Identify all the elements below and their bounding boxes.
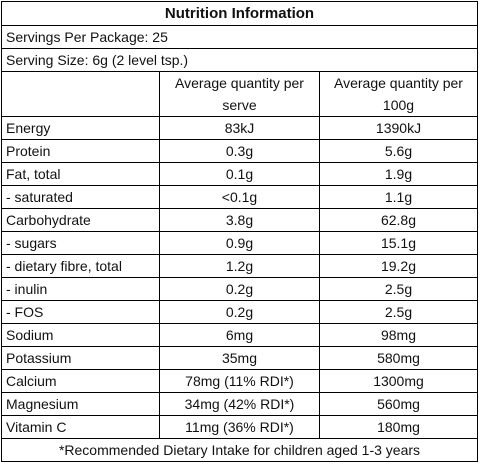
- nutrient-name: - sugars: [1, 231, 160, 255]
- nutrient-name: Sodium: [1, 323, 160, 347]
- table-row: Energy 83kJ 1390kJ: [1, 116, 478, 140]
- nutrient-name: - inulin: [1, 277, 160, 301]
- per-serve-value: 0.2g: [159, 300, 320, 324]
- nutrient-name: Fat, total: [1, 162, 160, 186]
- table-row: - sugars 0.9g 15.1g: [1, 231, 478, 255]
- table-row: Sodium 6mg 98mg: [1, 323, 478, 347]
- table-row: Carbohydrate 3.8g 62.8g: [1, 208, 478, 232]
- per-100g-value: 2.5g: [319, 300, 478, 324]
- column-header-nutrient: [1, 71, 160, 117]
- serving-size: Serving Size: 6g (2 level tsp.): [1, 48, 478, 72]
- nutrient-name: Potassium: [1, 346, 160, 370]
- per-100g-value: 180mg: [319, 415, 478, 439]
- per-serve-value: 34mg (42% RDI*): [159, 392, 320, 416]
- per-100g-value: 98mg: [319, 323, 478, 347]
- nutrient-name: Protein: [1, 139, 160, 163]
- per-serve-value: 6mg: [159, 323, 320, 347]
- per-serve-value: 3.8g: [159, 208, 320, 232]
- per-100g-value: 5.6g: [319, 139, 478, 163]
- table-row: Calcium 78mg (11% RDI*) 1300mg: [1, 369, 478, 393]
- nutrient-name: Calcium: [1, 369, 160, 393]
- per-serve-value: 0.9g: [159, 231, 320, 255]
- per-100g-value: 2.5g: [319, 277, 478, 301]
- nutrient-name: - FOS: [1, 300, 160, 324]
- footnote-row: *Recommended Dietary Intake for children…: [1, 438, 478, 462]
- per-serve-value: 35mg: [159, 346, 320, 370]
- table-row: - saturated <0.1g 1.1g: [1, 185, 478, 209]
- per-serve-value: 83kJ: [159, 116, 320, 140]
- per-serve-value: 11mg (36% RDI*): [159, 415, 320, 439]
- column-header-per-100g: Average quantity per 100g: [319, 71, 478, 117]
- per-serve-value: 0.3g: [159, 139, 320, 163]
- nutrient-name: Magnesium: [1, 392, 160, 416]
- per-100g-value: 560mg: [319, 392, 478, 416]
- per-serve-value: 1.2g: [159, 254, 320, 278]
- column-header-row: Average quantity per serve Average quant…: [1, 71, 478, 117]
- per-100g-value: 1390kJ: [319, 116, 478, 140]
- per-100g-value: 1.1g: [319, 185, 478, 209]
- per-100g-value: 62.8g: [319, 208, 478, 232]
- footnote: *Recommended Dietary Intake for children…: [1, 438, 478, 462]
- table-row: Potassium 35mg 580mg: [1, 346, 478, 370]
- serving-size-row: Serving Size: 6g (2 level tsp.): [1, 48, 478, 72]
- table-row: Magnesium 34mg (42% RDI*) 560mg: [1, 392, 478, 416]
- column-header-per-serve: Average quantity per serve: [159, 71, 320, 117]
- per-serve-value: <0.1g: [159, 185, 320, 209]
- per-100g-value: 580mg: [319, 346, 478, 370]
- table-row: - inulin 0.2g 2.5g: [1, 277, 478, 301]
- table-row: Vitamin C 11mg (36% RDI*) 180mg: [1, 415, 478, 439]
- table-title: Nutrition Information: [1, 1, 478, 26]
- nutrient-name: Vitamin C: [1, 415, 160, 439]
- nutrient-name: - saturated: [1, 185, 160, 209]
- per-serve-value: 78mg (11% RDI*): [159, 369, 320, 393]
- table-row: - dietary fibre, total 1.2g 19.2g: [1, 254, 478, 278]
- per-serve-value: 0.2g: [159, 277, 320, 301]
- nutrient-name: Energy: [1, 116, 160, 140]
- servings-row: Servings Per Package: 25: [1, 25, 478, 49]
- table-row: Fat, total 0.1g 1.9g: [1, 162, 478, 186]
- title-row: Nutrition Information: [1, 1, 478, 26]
- servings-per-package: Servings Per Package: 25: [1, 25, 478, 49]
- nutrient-name: Carbohydrate: [1, 208, 160, 232]
- table-row: Protein 0.3g 5.6g: [1, 139, 478, 163]
- per-100g-value: 15.1g: [319, 231, 478, 255]
- per-serve-value: 0.1g: [159, 162, 320, 186]
- per-100g-value: 1300mg: [319, 369, 478, 393]
- nutrient-name: - dietary fibre, total: [1, 254, 160, 278]
- per-100g-value: 1.9g: [319, 162, 478, 186]
- table-row: - FOS 0.2g 2.5g: [1, 300, 478, 324]
- per-100g-value: 19.2g: [319, 254, 478, 278]
